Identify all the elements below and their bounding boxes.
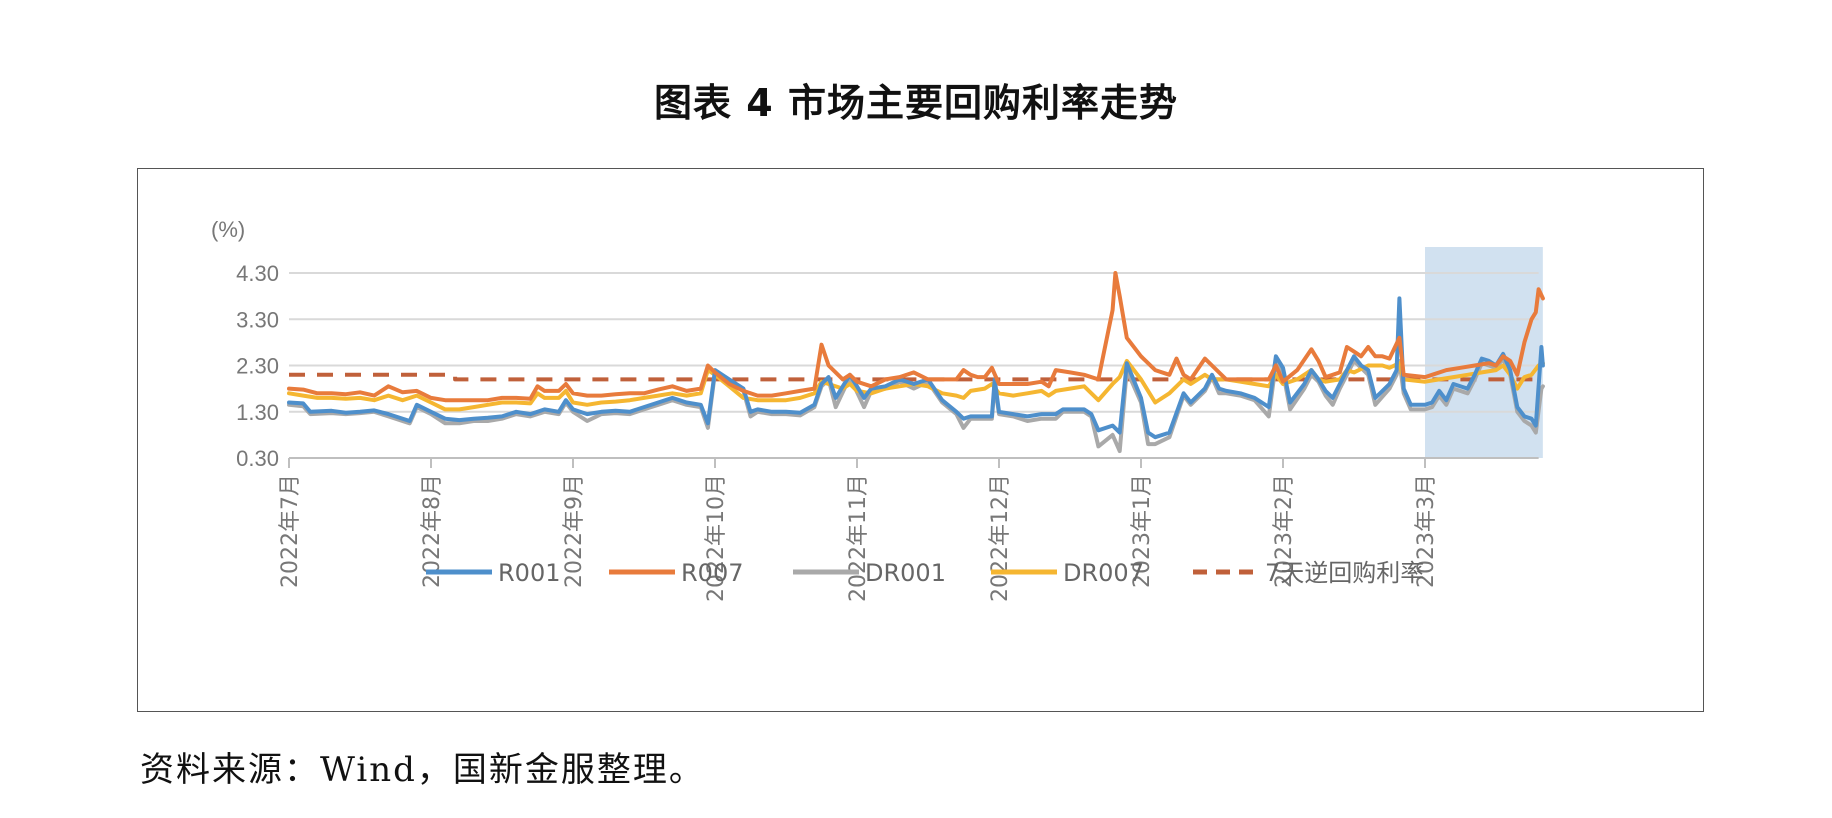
y-tick-label: 2.30	[236, 354, 279, 379]
x-tick-label: 2023年1月	[1130, 474, 1155, 588]
x-tick-label: 2023年2月	[1272, 474, 1297, 588]
y-tick-label: 3.30	[236, 307, 279, 332]
line-chart: 4.30 3.30 2.30 1.30 0.30 2022年7月 2022年8月 2022年…	[211, 217, 1545, 602]
legend-label: DR007	[1063, 559, 1144, 587]
series-line-R007	[287, 271, 1545, 403]
highlight-region	[1425, 247, 1543, 458]
series-line-DR007	[287, 358, 1545, 412]
y-unit-label: (%)	[211, 217, 245, 242]
x-tick-label: 2022年9月	[562, 474, 587, 588]
x-tick-label: 2022年12月	[988, 474, 1013, 602]
legend-label: 7天逆回购利率	[1265, 559, 1424, 587]
y-tick-label: 1.30	[236, 400, 279, 425]
series-line-R001	[287, 296, 1545, 440]
x-tick-label: 2022年10月	[704, 474, 729, 602]
x-tick-label: 2022年7月	[278, 474, 303, 588]
x-tick-label: 2022年11月	[846, 474, 871, 602]
legend-label: R007	[681, 559, 743, 587]
x-tick-label: 2023年3月	[1414, 474, 1439, 588]
legend-label: DR001	[865, 559, 946, 587]
legend-label: R001	[498, 559, 560, 587]
figure-title: 图表 4 市场主要回购利率走势	[654, 81, 1178, 125]
chart-frame: 4.30 3.30 2.30 1.30 0.30 2022年7月 2022年8月 2022年…	[137, 168, 1704, 712]
y-tick-label: 4.30	[236, 261, 279, 286]
x-tick-label: 2022年8月	[420, 474, 445, 588]
y-tick-label: 0.30	[236, 446, 279, 471]
source-note: 资料来源：Wind，国新金服整理。	[140, 750, 705, 790]
